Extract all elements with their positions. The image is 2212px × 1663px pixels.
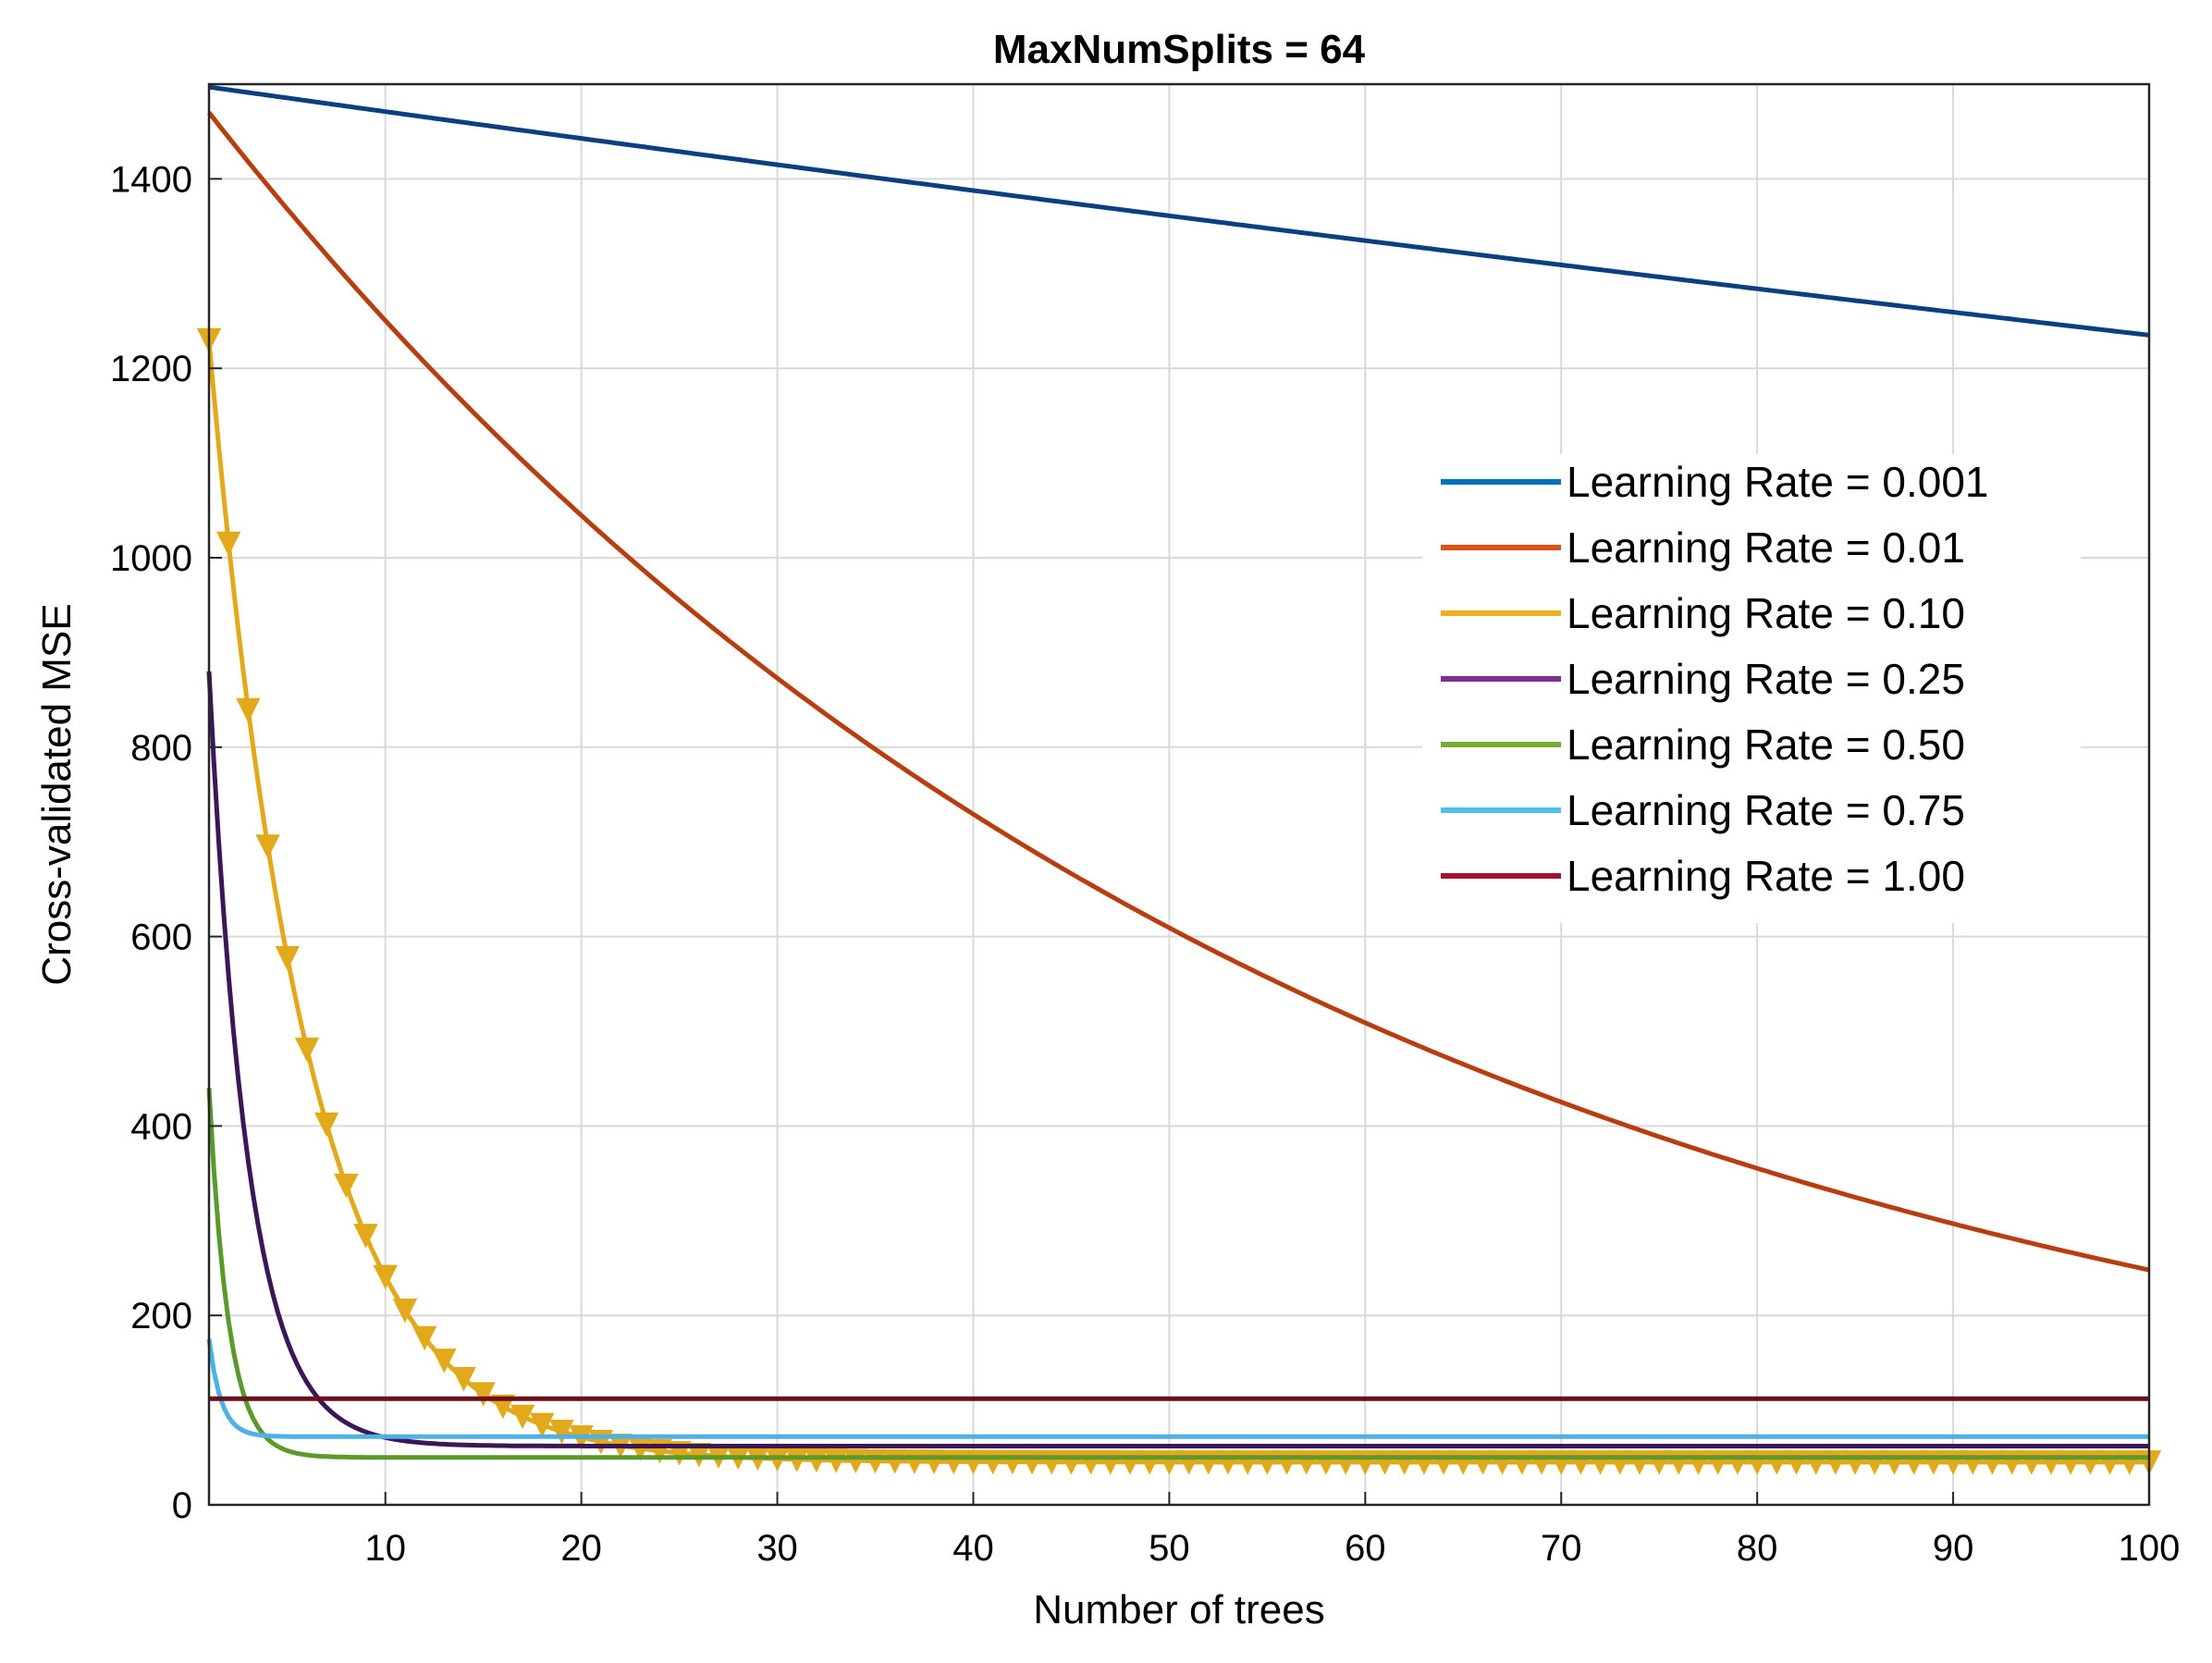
legend-item: Learning Rate = 0.01 [1441, 524, 1965, 572]
legend-item: Learning Rate = 1.00 [1441, 852, 1965, 900]
series-marker [471, 1382, 496, 1407]
series-line-learning-rate-0-01 [207, 111, 2150, 1273]
x-tick-label: 30 [756, 1528, 798, 1569]
series-line-learning-rate-0-25 [206, 671, 2149, 1448]
y-tick-label: 200 [130, 1296, 192, 1337]
series-marker [313, 1112, 339, 1138]
legend-box [1422, 454, 2081, 923]
y-tick-label: 1400 [110, 159, 192, 200]
y-tick-label: 600 [130, 918, 192, 958]
series-marker [843, 1448, 868, 1473]
series-marker [823, 1448, 849, 1473]
x-tick-label: 70 [1541, 1528, 1582, 1569]
legend-label: Learning Rate = 0.25 [1567, 655, 1965, 703]
series-marker [236, 697, 261, 723]
legend-label: Learning Rate = 0.10 [1567, 589, 1965, 637]
legend-label: Learning Rate = 0.001 [1567, 458, 1989, 506]
legend-item: Learning Rate = 0.75 [1441, 786, 1965, 834]
legend-label: Learning Rate = 0.75 [1567, 786, 1965, 834]
series-marker [255, 834, 280, 859]
chart-title: MaxNumSplits = 64 [993, 27, 1366, 72]
ticks: 10 20 30 40 50 60 70 80 90 1000200400600800100012… [110, 159, 2180, 1569]
x-tick-label: 80 [1737, 1528, 1778, 1569]
x-tick-label: 40 [952, 1528, 994, 1569]
y-tick-label: 400 [130, 1106, 192, 1147]
series-marker [432, 1349, 457, 1374]
series-learning-rate-0-001 [208, 84, 2150, 338]
legend-item: Learning Rate = 0.001 [1441, 458, 1989, 506]
series-learning-rate-0-25 [206, 671, 2149, 1448]
series-learning-rate-0-01 [207, 111, 2150, 1273]
x-tick-label: 10 [364, 1528, 406, 1569]
y-tick-label: 800 [130, 728, 192, 769]
x-axis-label: Number of trees [1033, 1587, 1324, 1632]
series-marker [451, 1367, 476, 1392]
legend-label: Learning Rate = 0.01 [1567, 524, 1965, 572]
series-marker [549, 1420, 574, 1445]
series-marker [215, 531, 241, 557]
legend-item: Learning Rate = 0.10 [1441, 589, 1965, 637]
legend-label: Learning Rate = 1.00 [1567, 852, 1965, 900]
series-marker [804, 1447, 830, 1473]
x-tick-label: 90 [1933, 1528, 1974, 1569]
series-marker [686, 1442, 712, 1468]
x-tick-label: 20 [560, 1528, 602, 1569]
series-marker [353, 1224, 378, 1249]
series-marker [373, 1264, 398, 1290]
series-layer [196, 84, 2162, 1475]
series-line-learning-rate-0-10 [206, 339, 2149, 1465]
y-tick-label: 0 [172, 1485, 192, 1526]
legend-item: Learning Rate = 0.25 [1441, 655, 1965, 703]
x-tick-label: 60 [1345, 1528, 1386, 1569]
series-marker [334, 1173, 359, 1199]
series-line-learning-rate-0-75 [206, 1338, 2149, 1439]
legend-label: Learning Rate = 0.50 [1567, 721, 1965, 769]
series-marker [412, 1325, 437, 1351]
series-line-learning-rate-0-50 [206, 1088, 2149, 1460]
series-marker [275, 945, 300, 971]
x-tick-label: 50 [1149, 1528, 1190, 1569]
y-axis-label: Cross-validated MSE [34, 603, 80, 985]
plot-frame [207, 82, 2151, 1507]
series-marker [392, 1298, 418, 1324]
series-marker [510, 1404, 535, 1430]
y-tick-label: 1000 [110, 538, 192, 579]
legend-item: Learning Rate = 0.50 [1441, 721, 1965, 769]
series-marker [530, 1412, 555, 1438]
series-learning-rate-0-75 [206, 1338, 2149, 1439]
y-tick-label: 1200 [110, 349, 192, 389]
legend: Learning Rate = 0.001 Learning Rate = 0.0… [1422, 454, 2081, 923]
x-tick-label: 100 [2119, 1528, 2181, 1569]
series-line-learning-rate-0-001 [208, 84, 2150, 338]
series-marker [294, 1037, 320, 1063]
series-learning-rate-0-50 [206, 1088, 2149, 1460]
